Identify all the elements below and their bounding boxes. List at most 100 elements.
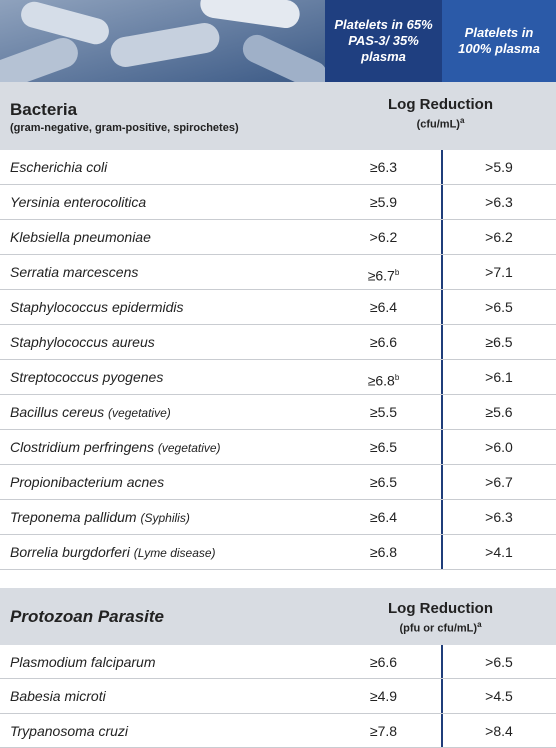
table-row: Escherichia coli ≥6.3 >5.9 [0, 150, 556, 185]
section-title: Bacteria [10, 100, 77, 120]
value-plasma: >5.9 [442, 150, 556, 185]
unit-text: (pfu or cfu/mL) [399, 623, 477, 635]
section-subtitle: (gram-negative, gram-positive, spirochet… [10, 122, 239, 134]
footnote-mark: b [395, 268, 399, 277]
table-row: Babesia microti≥4.9>4.5 [0, 679, 556, 713]
value-pas: ≥5.5 [325, 395, 442, 430]
value: ≥6.4 [370, 299, 397, 315]
value: ≥6.8 [370, 544, 397, 560]
column-header: Platelets in 65% PAS-3/ 35% plasma [325, 0, 442, 82]
organism: Staphylococcus aureus [10, 325, 155, 360]
value-plasma: >4.5 [442, 679, 556, 713]
value-pas: ≥7.8 [325, 714, 442, 748]
value: >5.9 [485, 159, 513, 175]
organism-name: Trypanosoma cruzi [10, 723, 128, 739]
value: ≥6.3 [370, 159, 397, 175]
unit-text: (cfu/mL) [417, 119, 460, 131]
value-pas: ≥6.5 [325, 465, 442, 500]
value-plasma: >6.3 [442, 500, 556, 535]
value-pas: ≥6.8b [325, 360, 442, 399]
value-pas: >6.2 [325, 220, 442, 255]
value: ≥5.5 [370, 404, 397, 420]
table-row: Yersinia enterocolitica ≥5.9 >6.3 [0, 185, 556, 220]
value: >4.5 [485, 688, 513, 704]
organism-note: (Syphilis) [140, 511, 189, 525]
value: ≥6.8 [368, 373, 395, 389]
value-plasma: >7.1 [442, 255, 556, 290]
value: >6.5 [485, 299, 513, 315]
unit: (cfu/mL)a [325, 116, 556, 131]
organism-name: Plasmodium falciparum [10, 654, 156, 670]
organism: Yersinia enterocolitica [10, 185, 146, 220]
footnote-mark: a [460, 116, 464, 125]
table-row: Serratia marcescens ≥6.7b >7.1 [0, 255, 556, 290]
value: >6.1 [485, 369, 513, 385]
organism-name: Staphylococcus aureus [10, 334, 155, 350]
organism-name: Borrelia burgdorferi [10, 544, 130, 560]
organism-name: Staphylococcus epidermidis [10, 299, 184, 315]
unit: (pfu or cfu/mL)a [325, 620, 556, 635]
value-plasma: >6.2 [442, 220, 556, 255]
organism: Staphylococcus epidermidis [10, 290, 184, 325]
value-pas: ≥6.6 [325, 325, 442, 360]
value: ≥5.9 [370, 194, 397, 210]
section-title: Protozoan Parasite [10, 607, 164, 627]
value: ≥6.7 [368, 268, 395, 284]
section-header: Bacteria (gram-negative, gram-positive, s… [0, 82, 556, 150]
value: ≥6.6 [370, 654, 397, 670]
organism: Serratia marcescens [10, 255, 138, 290]
value: >6.0 [485, 439, 513, 455]
organism: Klebsiella pneumoniae [10, 220, 151, 255]
organism-name: Clostridium perfringens [10, 439, 154, 455]
table-row: Staphylococcus aureus ≥6.6 ≥6.5 [0, 325, 556, 360]
value: ≥6.5 [370, 474, 397, 490]
organism-note: (vegetative) [108, 406, 171, 420]
header-image [0, 0, 325, 82]
value-plasma: ≥6.5 [442, 325, 556, 360]
value-plasma: >6.5 [442, 645, 556, 679]
section-header: Protozoan Parasite Log Reduction (pfu or c… [0, 588, 556, 645]
value: >6.5 [485, 654, 513, 670]
value-pas: ≥6.3 [325, 150, 442, 185]
table-row: Borrelia burgdorferi (Lyme disease)≥6.8>… [0, 535, 556, 570]
value-pas: ≥5.9 [325, 185, 442, 220]
organism: Propionibacterium acnes [10, 465, 164, 500]
value: ≥6.4 [370, 509, 397, 525]
organism: Treponema pallidum (Syphilis) [10, 500, 190, 536]
table-row: Staphylococcus epidermidis ≥6.4 >6.5 [0, 290, 556, 325]
table-row: Bacillus cereus (vegetative) ≥5.5 ≥5.6 [0, 395, 556, 430]
table-row: Klebsiella pneumoniae >6.2 >6.2 [0, 220, 556, 255]
value-plasma: ≥5.6 [442, 395, 556, 430]
organism-name: Treponema pallidum [10, 509, 137, 525]
organism: Streptococcus pyogenes [10, 360, 163, 395]
organism-name: Serratia marcescens [10, 264, 138, 280]
table-row: Trypanosoma cruzi ≥7.8>8.4 [0, 714, 556, 748]
organism: Plasmodium falciparum [10, 645, 156, 679]
organism-name: Propionibacterium acnes [10, 474, 164, 490]
table-row: Propionibacterium acnes≥6.5>6.7 [0, 465, 556, 500]
value: >6.2 [370, 229, 398, 245]
value-plasma: >8.4 [442, 714, 556, 748]
table-row: Treponema pallidum (Syphilis) ≥6.4 >6.3 [0, 500, 556, 535]
organism-name: Bacillus cereus [10, 404, 104, 420]
value: ≥5.6 [485, 404, 512, 420]
organism-name: Streptococcus pyogenes [10, 369, 163, 385]
column-header: Platelets in 100% plasma [442, 0, 556, 82]
value-pas: ≥4.9 [325, 679, 442, 713]
value-plasma: >6.1 [442, 360, 556, 395]
table-row: Clostridium perfringens (vegetative)≥6.5… [0, 430, 556, 465]
value: ≥6.5 [485, 334, 512, 350]
value: ≥6.6 [370, 334, 397, 350]
value-pas: ≥6.6 [325, 645, 442, 679]
value: >6.3 [485, 194, 513, 210]
value: >6.3 [485, 509, 513, 525]
table-row: Plasmodium falciparum ≥6.6 >6.5 [0, 645, 556, 679]
measure: Log Reduction [325, 96, 556, 113]
organism-name: Klebsiella pneumoniae [10, 229, 151, 245]
organism-name: Escherichia coli [10, 159, 107, 175]
value: >7.1 [485, 264, 513, 280]
organism: Borrelia burgdorferi (Lyme disease) [10, 535, 216, 571]
page: Platelets in 65% PAS-3/ 35% plasma Plate… [0, 0, 556, 748]
value-pas: ≥6.5 [325, 430, 442, 465]
measure: Log Reduction [325, 600, 556, 617]
